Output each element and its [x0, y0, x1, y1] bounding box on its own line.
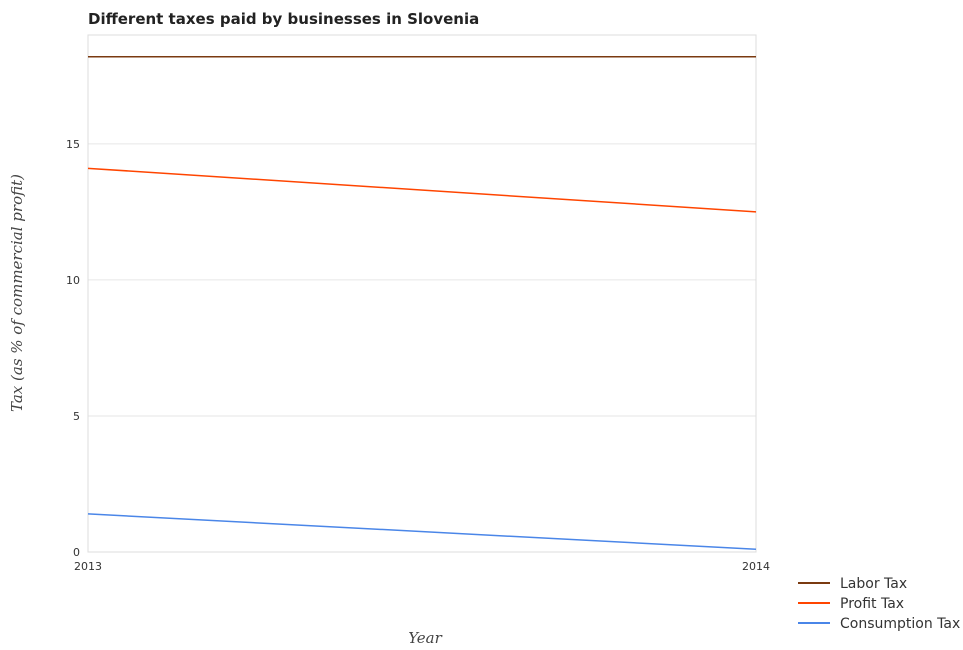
legend-label: Consumption Tax: [840, 616, 960, 632]
x-axis-ticks: 2013 2014: [74, 560, 770, 573]
legend-label: Labor Tax: [840, 576, 907, 592]
series-line-profit-tax: [87, 167, 757, 213]
y-axis-ticks: 0 5 10 15: [66, 138, 80, 559]
series-lines: [87, 56, 757, 551]
y-axis-label: Tax (as % of commercial profit): [8, 174, 26, 412]
plot-frame: [87, 34, 757, 553]
x-tick-label: 2013: [74, 560, 102, 573]
y-tick-label: 15: [66, 138, 80, 151]
x-tick-label: 2014: [742, 560, 770, 573]
y-tick-label: 5: [73, 410, 80, 423]
series-line-consumption-tax: [87, 513, 757, 551]
chart-title: Different taxes paid by businesses in Sl…: [88, 10, 479, 28]
legend-label: Profit Tax: [840, 596, 904, 612]
y-tick-label: 10: [66, 274, 80, 287]
grid-lines: [87, 35, 757, 553]
y-tick-label: 0: [73, 546, 80, 559]
legend: Labor Tax Profit Tax Consumption Tax: [798, 576, 960, 632]
x-axis-label: Year: [408, 629, 442, 647]
